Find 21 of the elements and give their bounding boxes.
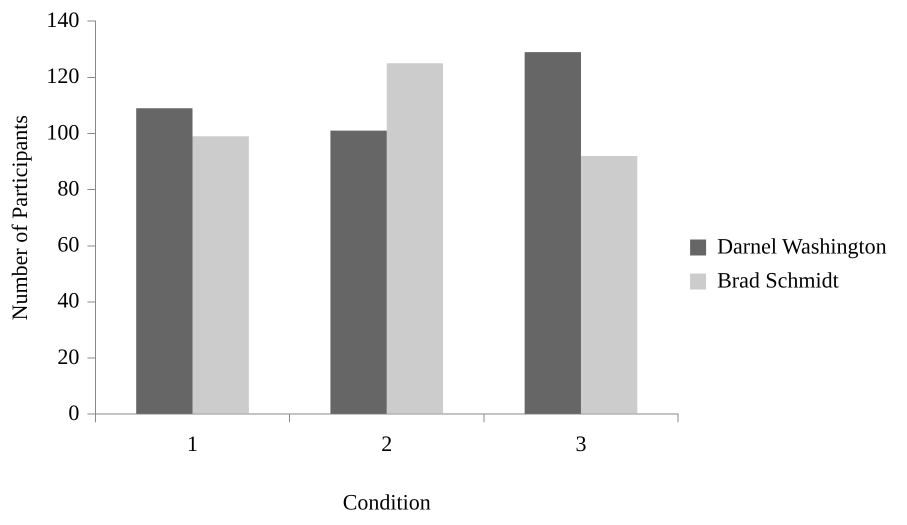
y-tick-label: 140: [46, 6, 80, 32]
x-axis-title: Condition: [342, 490, 431, 515]
y-tick-label: 60: [57, 232, 80, 257]
bar: [136, 108, 193, 414]
y-tick-label: 20: [57, 344, 80, 369]
bar: [580, 156, 638, 414]
bar: [330, 130, 387, 414]
bar: [524, 52, 581, 414]
y-tick-label: 40: [57, 288, 80, 313]
y-axis-title: Number of Participants: [6, 115, 32, 320]
legend-label: Brad Schmidt: [717, 267, 839, 292]
x-tick-label: 1: [187, 431, 198, 456]
bar: [192, 136, 249, 414]
y-tick-label: 100: [46, 119, 80, 144]
legend-label: Darnel Washington: [717, 233, 887, 258]
y-tick-label: 0: [68, 400, 80, 425]
y-tick-label: 120: [46, 63, 80, 88]
bar: [386, 63, 444, 414]
y-tick-label: 80: [57, 175, 80, 200]
x-tick-label: 3: [575, 431, 586, 456]
x-tick-label: 2: [381, 431, 392, 456]
